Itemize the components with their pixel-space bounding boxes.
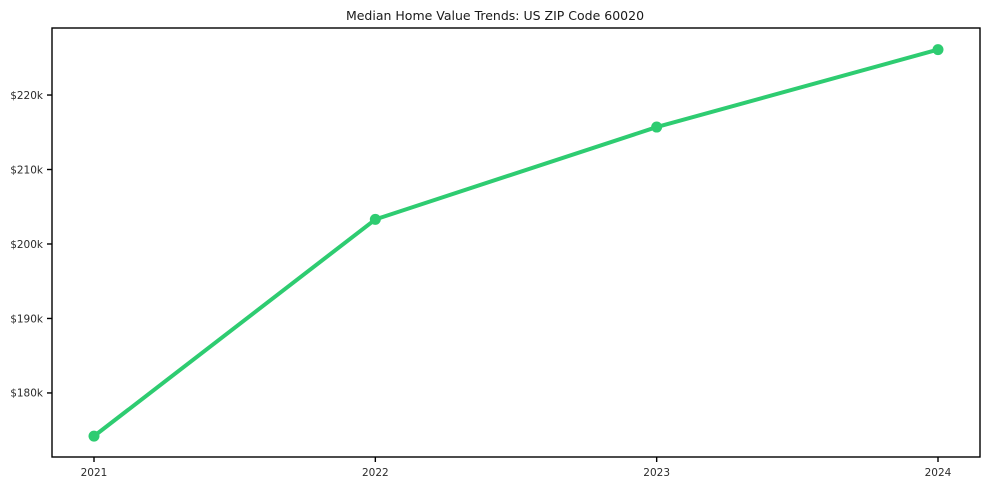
chart-title: Median Home Value Trends: US ZIP Code 60… xyxy=(345,8,645,23)
y-tick-label: $200k xyxy=(10,239,44,251)
y-tick-label: $180k xyxy=(10,388,44,400)
x-tick-label: 2023 xyxy=(643,467,670,479)
x-tick-label: 2024 xyxy=(925,467,952,479)
x-tick-label: 2021 xyxy=(81,467,108,479)
data-point xyxy=(932,44,944,56)
trend-line xyxy=(92,47,940,439)
y-tick-label: $190k xyxy=(10,313,44,325)
x-tick-label: 2022 xyxy=(362,467,389,479)
data-point xyxy=(651,121,663,133)
data-point xyxy=(88,430,100,442)
y-tick-label: $210k xyxy=(10,164,44,176)
y-tick-label: $220k xyxy=(10,90,44,102)
data-point xyxy=(369,213,381,225)
plot-border xyxy=(51,27,981,458)
